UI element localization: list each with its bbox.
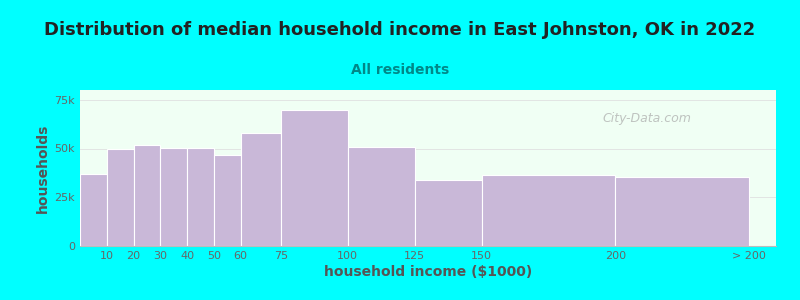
Bar	[134, 145, 160, 246]
Text: Distribution of median household income in East Johnston, OK in 2022: Distribution of median household income …	[44, 21, 756, 39]
Bar	[482, 175, 615, 246]
Bar	[348, 147, 414, 246]
Bar	[281, 110, 348, 246]
Bar	[414, 180, 482, 246]
X-axis label: household income ($1000): household income ($1000)	[324, 265, 532, 279]
Bar	[187, 148, 214, 246]
Y-axis label: households: households	[36, 123, 50, 213]
Bar	[241, 133, 281, 246]
Bar	[106, 149, 134, 246]
Bar	[615, 177, 750, 246]
Text: City-Data.com: City-Data.com	[602, 112, 691, 124]
Bar	[160, 148, 187, 246]
Text: All residents: All residents	[351, 63, 449, 77]
Bar	[80, 174, 106, 246]
Bar	[214, 155, 241, 246]
